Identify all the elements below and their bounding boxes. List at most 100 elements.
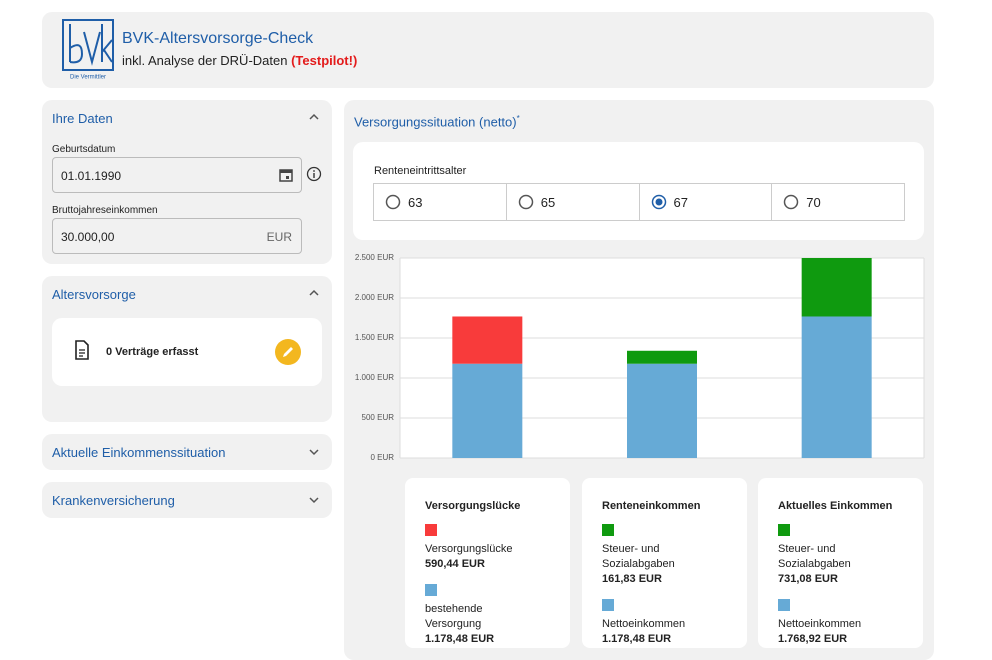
radio-option[interactable]: 63 (374, 184, 506, 220)
legend-label: Nettoeinkommen (778, 618, 862, 630)
card-items: Steuer- und Sozialabgaben 731,08 EUR Netto… (778, 524, 908, 659)
field-label: Bruttojahreseinkommen (52, 205, 158, 216)
legend-label: Steuer- und Sozialabgaben (778, 543, 851, 570)
contracts-text: 0 Verträge erfasst (106, 346, 199, 358)
field-unit: EUR (266, 230, 292, 244)
legend-card: Renteneinkommen Steuer- und Sozialabgaben… (582, 478, 747, 648)
field-value: 30.000,00 (61, 230, 115, 244)
edit-button[interactable] (275, 339, 301, 365)
legend-swatch (425, 584, 437, 596)
radio-option[interactable]: 67 (638, 184, 772, 220)
retirement-box: Renteneintrittsalter 63 65 67 70 (353, 142, 924, 240)
panel-title[interactable]: Ihre Daten (52, 111, 113, 126)
card-items: Versorgungslücke 590,44 EUR bestehende Ver… (425, 524, 555, 659)
legend-swatch (778, 599, 790, 611)
radio-circle[interactable] (783, 194, 799, 210)
page: Die Vermittler BVK-Altersvorsorge-Check … (42, 12, 934, 660)
panel-title[interactable]: Altersvorsorge (52, 287, 136, 302)
chevron-down[interactable] (308, 495, 320, 505)
legend-label: Versorgungslücke (425, 543, 513, 555)
legend-item: Nettoeinkommen 1.178,48 EUR (602, 599, 732, 647)
chart: 0 EUR 500 EUR 1.000 EUR 1.500 EUR 2.000 EUR 2… (355, 253, 925, 462)
card-title: Versorgungslücke (425, 500, 521, 512)
badge: (Testpilot!) (291, 53, 358, 68)
calendar-icon[interactable] (278, 167, 294, 183)
subtitle: inkl. Analyse der DRÜ-Daten (122, 53, 288, 68)
document-icon (75, 340, 89, 360)
radio-label: 63 (408, 195, 423, 210)
legend-amount: 1.178,48 EUR (425, 633, 495, 645)
y-tick-label: 2.000 EUR (355, 293, 394, 302)
radio-ring (651, 194, 666, 210)
legend-item: Versorgungslücke 590,44 EUR (425, 524, 555, 572)
y-tick-label: 2.500 EUR (355, 253, 394, 262)
ihre-daten-panel: Ihre Daten Geburtsdatum 01.01.1990 Brutt… (42, 100, 332, 264)
collapsed-panel[interactable]: Krankenversicherung (42, 482, 332, 518)
y-tick-label: 0 EUR (370, 453, 394, 462)
y-tick-label: 500 EUR (362, 413, 395, 422)
legend-item: bestehende Versorgung 1.178,48 EUR (425, 584, 555, 647)
bar-segment (452, 363, 523, 458)
legend-amount: 1.768,92 EUR (778, 633, 848, 645)
card-items: Steuer- und Sozialabgaben 161,83 EUR Netto… (602, 524, 732, 659)
radio-label: 65 (540, 195, 556, 210)
y-tick-label: 1.500 EUR (355, 333, 394, 342)
bar-segment (627, 363, 697, 458)
card-title: Renteneinkommen (602, 500, 701, 512)
chevron-down[interactable] (308, 447, 320, 457)
legend-label: Nettoeinkommen (602, 618, 686, 630)
logo: Die Vermittler (62, 19, 114, 81)
radio-option[interactable]: 70 (771, 184, 904, 220)
app-title: BVK-Altersvorsorge-Check (122, 30, 314, 47)
date-input[interactable]: 01.01.1990 (52, 157, 302, 193)
legend-swatch (425, 524, 437, 536)
legend-amount: 590,44 EUR (425, 558, 485, 570)
title-text: Versorgungssituation (netto) (354, 114, 517, 130)
app-subtitle: inkl. Analyse der DRÜ-Daten (Testpilot!) (122, 53, 357, 68)
title-mark: * (516, 114, 520, 123)
logo-text: Die Vermittler (70, 75, 106, 81)
radio-dot (655, 198, 662, 206)
radio-label: 67 (673, 195, 688, 210)
legend-label: Steuer- und Sozialabgaben (602, 543, 675, 570)
field-value: 01.01.1990 (61, 169, 122, 183)
radio-label: 70 (806, 195, 821, 210)
bar-segment (627, 350, 697, 364)
income-input[interactable]: 30.000,00 EUR (52, 218, 302, 254)
chevron-up[interactable] (308, 288, 320, 298)
contracts-box: 0 Verträge erfasst (52, 318, 322, 386)
legend-card: Aktuelles Einkommen Steuer- und Sozialabg… (758, 478, 923, 648)
radio-circle[interactable] (518, 194, 534, 210)
legend-amount: 731,08 EUR (778, 573, 838, 585)
y-tick-label: 1.000 EUR (355, 373, 394, 382)
radio-ring (784, 194, 799, 210)
legend-item: Steuer- und Sozialabgaben 731,08 EUR (778, 524, 908, 587)
radio-circle[interactable] (651, 194, 667, 210)
radio-group: 63 65 67 70 (373, 183, 905, 221)
field-label: Geburtsdatum (52, 144, 116, 155)
bar-segment (801, 258, 872, 317)
header: Die Vermittler BVK-Altersvorsorge-Check … (42, 12, 934, 88)
retirement-label: Renteneintrittsalter (374, 165, 467, 177)
legend-amount: 161,83 EUR (602, 573, 662, 585)
radio-option[interactable]: 65 (505, 184, 639, 220)
legend-swatch (778, 524, 790, 536)
legend-item: Steuer- und Sozialabgaben 161,83 EUR (602, 524, 732, 587)
radio-circle[interactable] (385, 194, 401, 210)
card-title: Aktuelles Einkommen (778, 500, 893, 512)
legend-card: Versorgungslücke Versorgungslücke 590,44 E… (405, 478, 570, 648)
legend-item: Nettoeinkommen 1.768,92 EUR (778, 599, 908, 647)
legend-swatch (602, 524, 614, 536)
legend-amount: 1.178,48 EUR (602, 633, 672, 645)
altersvorsorge-panel: Altersvorsorge 0 Verträge erfasst (42, 276, 332, 422)
bar-segment (801, 316, 872, 458)
panel-title[interactable]: Aktuelle Einkommenssituation (52, 445, 226, 460)
legend-swatch (602, 599, 614, 611)
radio-ring (518, 194, 533, 210)
collapsed-panel[interactable]: Aktuelle Einkommenssituation (42, 434, 332, 470)
panel-title[interactable]: Krankenversicherung (52, 493, 175, 508)
legend-label: bestehende Versorgung (425, 603, 483, 630)
chevron-up[interactable] (308, 112, 320, 122)
radio-ring (385, 194, 401, 210)
info-icon[interactable] (306, 166, 322, 182)
